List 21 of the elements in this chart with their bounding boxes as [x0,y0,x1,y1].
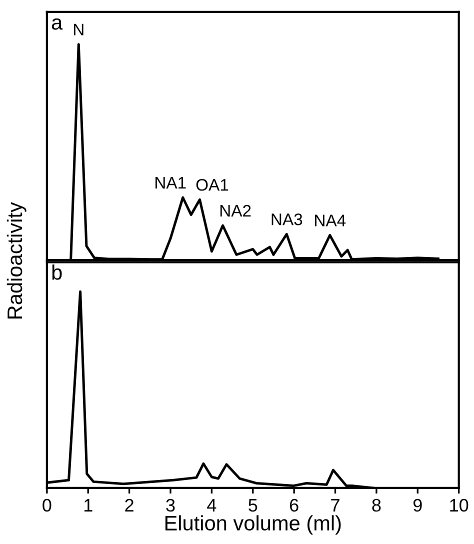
annotation: OA1 [196,178,228,191]
x-tick-label: 10 [450,498,468,512]
annotation: N [74,24,84,36]
x-tick-label: 0 [42,498,52,512]
x-tick-label: 9 [413,498,422,512]
text: a [52,18,63,30]
y-axis-title: Radioactivity [6,202,26,318]
annotation: NA3 [272,213,302,226]
x-tick-label: 5 [248,499,258,512]
x-tick-label: 1 [84,499,92,512]
x-tick-label: 8 [372,498,381,512]
x-tick-label: 7 [331,499,340,512]
x-axis-title: Elution volume (ml) [165,515,341,535]
text: b [52,264,62,280]
x-tick-label: 3 [166,498,175,512]
annotation: NA4 [315,214,346,226]
x-tick-label: 4 [207,499,216,512]
x-tick-label: 2 [125,498,134,512]
annotation: NA2 [220,204,251,217]
annotation: NA1 [156,176,186,188]
x-tick-label: 6 [290,498,298,512]
